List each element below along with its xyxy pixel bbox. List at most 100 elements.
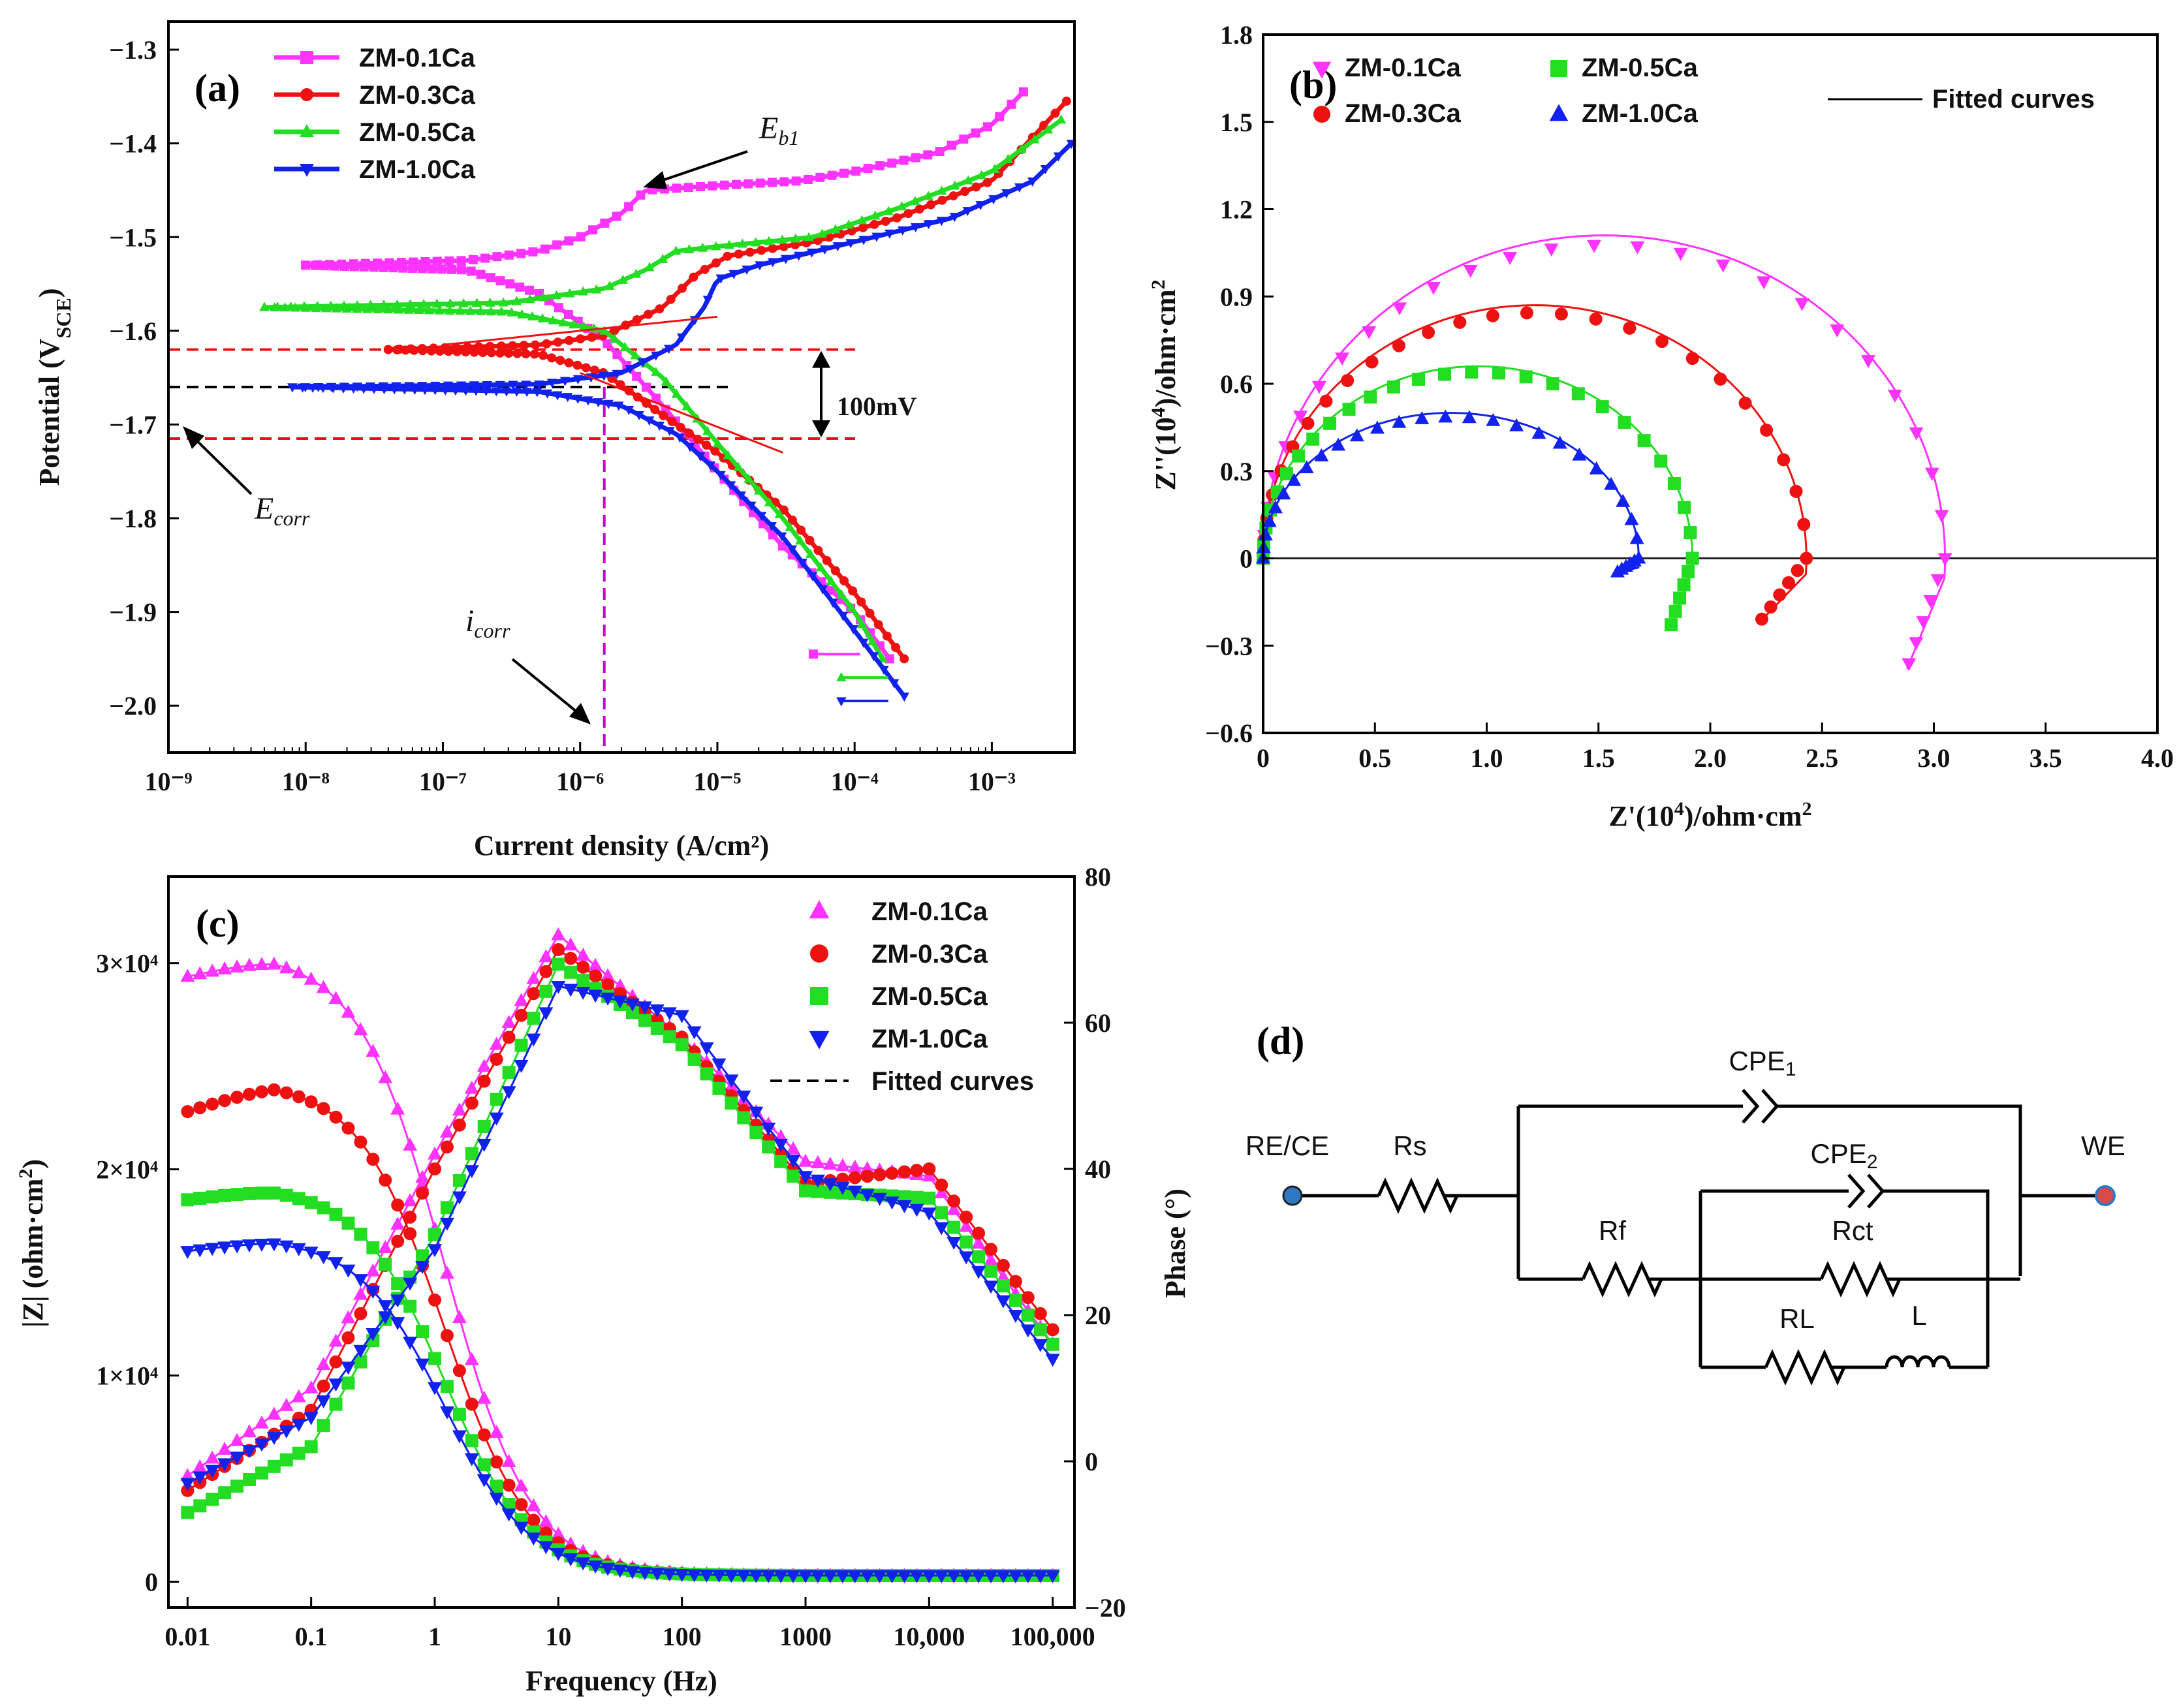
a-point-zm-0-5ca [393,304,403,314]
c-point-phase-zm-0-5ca [267,1459,281,1473]
c-point-phase-zm-0-3ca [996,1258,1010,1272]
a-point-zm-1-0ca [562,393,573,403]
a-annotation-eb1-main: E [759,111,778,146]
c-point-z-zm-1-0ca [242,1239,257,1253]
a-point-zm-1-0ca [450,386,461,396]
a-point-zm-1-0ca [1001,189,1012,199]
a-point-zm-0-1ca [428,264,437,273]
a-point-zm-0-3ca [702,441,712,450]
label-cpe1: CPE1 [1729,1046,1796,1080]
c-point-phase-zm-0-1ca [217,1442,232,1455]
a-point-zm-0-5ca [424,305,435,315]
c-point-z-zm-1-0ca [452,1430,467,1444]
b-point-tail-zm-0-5ca [1682,565,1695,578]
a-point-zm-1-0ca [480,387,492,397]
b-point-tail-zm-0-1ca [1909,637,1924,651]
a-point-zm-0-3ca [495,348,505,358]
c-point-z-zm-1-0ca [588,1560,603,1574]
c-point-phase-zm-1-0ca [353,1344,368,1358]
panel-a-ylabel: Potential (VSCE) [33,288,75,486]
c-point-phase-zm-0-5ca [922,1191,936,1205]
c-point-phase-zm-0-1ca [847,1159,862,1173]
a-point-zm-0-1ca [480,253,490,263]
b-point-zm-0-5ca [1386,380,1400,394]
panel-c: 0.01 0.1 1 10 100 1000 10,000 100,000 0 1×10⁴ 2×10… [15,862,1192,1697]
c-point-z-zm-0-3ca [379,1173,392,1187]
c-point-phase-zm-1-0ca [366,1328,381,1341]
a-point-zm-0-1ca [564,236,574,246]
c-point-phase-zm-0-5ca [552,957,565,971]
a-point-zm-0-3ca [666,294,676,304]
a-point-zm-1-0ca [287,383,298,393]
b-point-zm-0-5ca [1519,370,1533,384]
c-point-z-zm-0-1ca [539,1514,554,1527]
a-point-zm-0-5ca [976,170,987,179]
a-point-zm-0-5ca [578,321,589,331]
c-point-phase-zm-1-0ca [897,1200,912,1213]
a-point-zm-0-5ca [856,619,868,629]
a-point-zm-1-0ca [777,532,787,542]
c-point-phase-zm-0-5ca [625,1006,639,1019]
a-point-zm-0-5ca [445,305,455,315]
panel-a: 10⁻⁹ 10⁻⁸ 10⁻⁷ 10⁻⁶ 10⁻⁵ 10⁻⁴ 10⁻³ −1.3 −1.4 −1.5… [33,20,1077,862]
a-point-zm-0-1ca [971,128,980,138]
c-point-z-zm-0-5ca [206,1190,219,1203]
c-point-z-zm-1-0ca [576,1557,591,1571]
b-xtick-label: 0.5 [1358,743,1391,773]
b-point-tail-zm-1-0ca [1610,564,1625,578]
a-point-zm-0-5ca [751,237,761,247]
a-point-zm-1-0ca [378,382,388,392]
c-point-z-zm-0-1ca [341,1004,356,1018]
a-point-zm-0-1ca [446,264,456,274]
a-point-zm-0-5ca [877,653,888,663]
c-point-z-zm-1-0ca [601,1562,616,1576]
a-point-zm-0-3ca [547,353,557,363]
a-point-zm-1-0ca [848,625,858,635]
panel-c-ylabel-left: |Z| (ohm·cm2) [15,1159,50,1328]
c-point-phase-zm-0-3ca [539,965,553,978]
a-point-zm-1-0ca [471,386,481,396]
a-point-zm-0-5ca [836,589,847,598]
a-point-zm-0-5ca [325,300,336,310]
c-point-phase-zm-1-0ca [390,1294,405,1308]
c-point-z-zm-1-0ca [366,1286,381,1299]
c-point-phase-zm-0-5ca [663,1030,676,1044]
b-point-zm-1-0ca [1438,409,1453,423]
c-xtick-label: 0.01 [164,1622,210,1651]
c-point-z-zm-0-3ca [230,1091,244,1104]
c-point-phase-zm-0-5ca [787,1170,800,1183]
c-point-z-zm-1-0ca [353,1274,368,1288]
a-point-zm-1-0ca [1053,152,1064,162]
b-point-tail-zm-0-3ca [1781,576,1795,589]
a-point-zm-1-0ca [685,443,695,452]
a-point-zm-0-5ca [383,304,394,314]
a-point-zm-0-5ca [774,508,785,518]
c-point-z-zm-1-0ca [909,1570,924,1584]
c-point-phase-zm-0-3ca [1033,1307,1047,1320]
a-xtick-label: 10⁻³ [968,767,1016,796]
c-point-z-zm-0-1ca [353,1022,368,1036]
b-point-zm-0-3ca [1319,394,1333,408]
a-point-zm-0-1ca [554,303,563,313]
c-point-phase-zm-0-1ca [205,1450,220,1464]
b-point-zm-0-3ca [1392,339,1405,352]
a-point-zm-1-0ca [899,692,909,702]
a-point-zm-0-5ca [791,233,801,243]
c-point-phase-zm-0-3ca [860,1170,874,1183]
c-point-phase-zm-0-3ca [1009,1275,1022,1288]
c-xtick-label: 1000 [779,1622,832,1651]
c-point-phase-zm-0-1ca [489,1036,504,1050]
a-point-zm-0-5ca [723,450,734,459]
c-point-z-zm-1-0ca [279,1240,294,1254]
a-point-zm-0-5ca [525,294,535,303]
b-point-zm-0-1ca [1924,467,1939,481]
a-point-zm-1-0ca [715,274,726,284]
panel-a-label: (a) [195,67,240,110]
c-point-phase-zm-0-5ca [279,1453,293,1467]
c-point-phase-zm-0-1ca [452,1102,467,1116]
panel-b-ylabel: Z''(104)/ohm·cm2 [1148,279,1182,490]
b-point-tail-zm-0-1ca [1923,595,1938,608]
a-xtick-label: 10⁻⁷ [419,767,467,796]
a-point-zm-1-0ca [1014,183,1025,193]
c-point-z-zm-1-0ca [786,1570,801,1583]
